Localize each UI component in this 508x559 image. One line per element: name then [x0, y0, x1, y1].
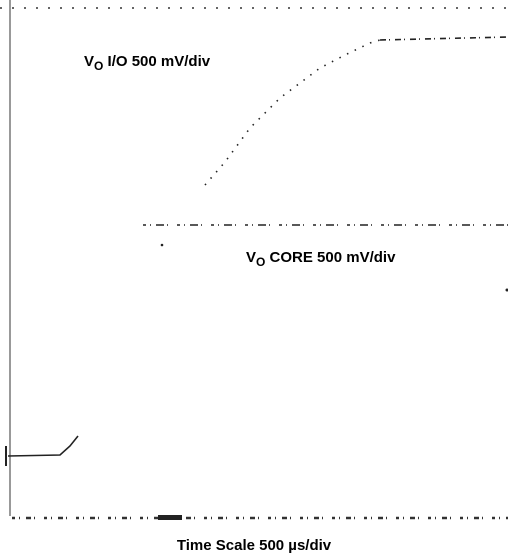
caption: Time Scale 500 µs/div: [177, 537, 332, 554]
label-text: CORE 500 mV/div: [265, 249, 396, 266]
io-trace-low: [7, 435, 79, 457]
io-trace-high: [379, 36, 508, 41]
bottom-noise: [158, 515, 182, 520]
core-label: VO CORE 500 mV/div: [246, 249, 396, 269]
label-subscript: O: [256, 255, 265, 269]
io-label: VO I/O 500 mV/div: [84, 53, 211, 73]
label-symbol: V: [246, 249, 256, 266]
trace-dot: [505, 288, 508, 292]
io-trace-rise: [204, 39, 381, 186]
trace-dot: [160, 243, 164, 247]
label-text: I/O 500 mV/div: [103, 53, 210, 70]
label-subscript: O: [94, 59, 103, 73]
label-symbol: V: [84, 53, 94, 70]
